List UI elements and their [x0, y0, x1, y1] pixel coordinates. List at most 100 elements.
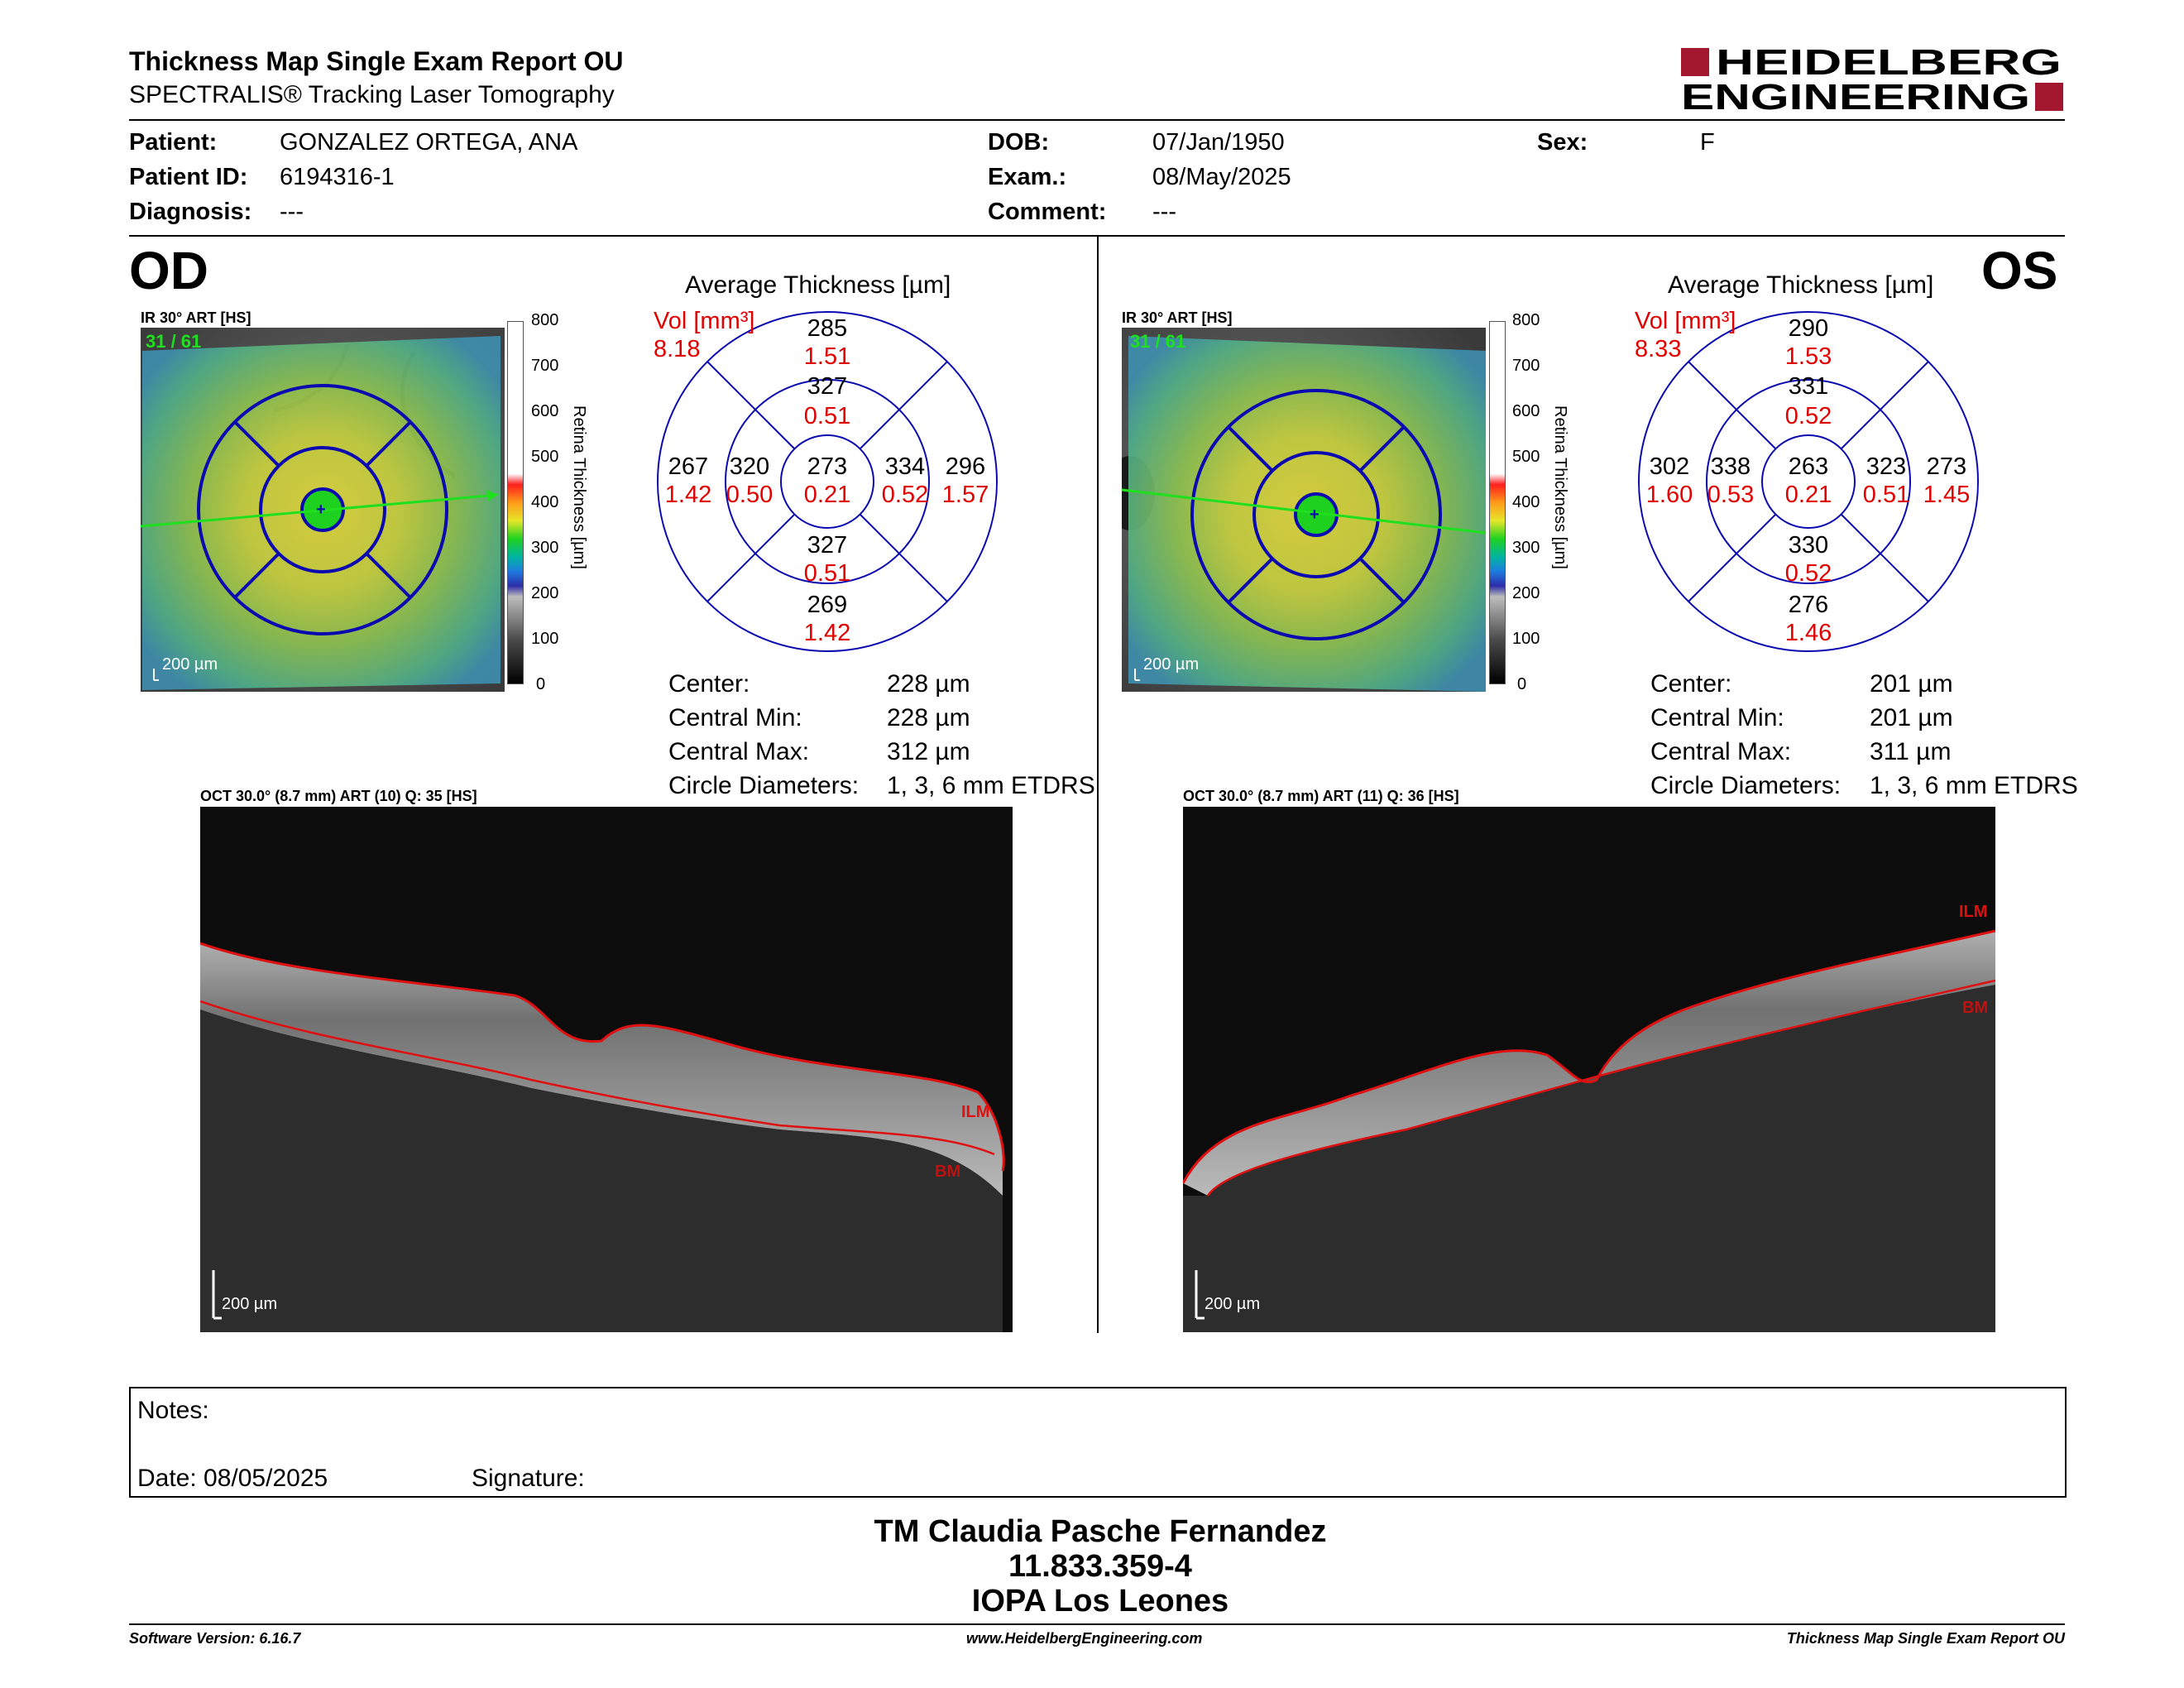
notes-box: Notes: Date: 08/05/2025 Signature:: [129, 1387, 2067, 1498]
os-outer-right-thickness: 273: [1927, 453, 1966, 480]
os-inner-left-thickness: 338: [1711, 453, 1751, 480]
os-outer-inf-thickness: 276: [1789, 592, 1828, 618]
od-min-value: 228 µm: [887, 704, 970, 731]
os-avg-title: Average Thickness [µm]: [1668, 271, 1934, 299]
od-thickness-map: + 31 / 61 200 µm: [141, 328, 505, 692]
footer-software: Software Version: 6.16.7: [129, 1630, 301, 1647]
os-min-value: 201 µm: [1870, 704, 1953, 731]
os-inner-right-volume: 0.51: [1863, 482, 1909, 508]
signature-institution: IOPA Los Leones: [971, 1584, 1229, 1618]
od-inner-left-thickness: 320: [730, 453, 769, 480]
sex-label: Sex:: [1537, 129, 1588, 156]
os-outer-right-volume: 1.45: [1923, 482, 1970, 508]
od-max-value: 312 µm: [887, 738, 970, 765]
od-inner-right-volume: 0.52: [882, 482, 928, 508]
od-inner-sup-volume: 0.51: [804, 403, 850, 429]
od-outer-sup-thickness: 285: [807, 315, 847, 342]
od-eye-label: OD: [129, 241, 208, 300]
notes-label: Notes:: [137, 1397, 209, 1424]
od-etdrs-grid: 285 1.51 327 0.51 273 0.21 320 0.50 334 …: [645, 300, 1009, 664]
os-colorbar: [1489, 321, 1506, 684]
od-inner-inf-volume: 0.51: [804, 560, 850, 587]
os-colorbar-ticks: 800 700 600 500 400 300 200 100 0: [1512, 311, 1540, 693]
od-oct-scale: 200 µm: [222, 1295, 278, 1313]
os-oct-label: OCT 30.0° (8.7 mm) ART (11) Q: 36 [HS]: [1183, 788, 1459, 804]
os-center-value: 201 µm: [1870, 670, 1953, 698]
os-etdrs-grid: 290 1.53 331 0.52 263 0.21 338 0.53 323 …: [1626, 300, 1990, 664]
os-oct-bscan: ILM BM 200 µm: [1183, 807, 1995, 1332]
od-ilm-label: ILM: [961, 1103, 990, 1121]
os-inner-right-thickness: 323: [1866, 453, 1906, 480]
os-inner-inf-volume: 0.52: [1785, 560, 1832, 587]
os-eye-label: OS: [1981, 241, 2058, 300]
patient-name: GONZALEZ ORTEGA, ANA: [280, 129, 578, 156]
footer-divider: [129, 1623, 2065, 1625]
svg-text:+: +: [1310, 506, 1320, 524]
exam-label: Exam.:: [988, 164, 1067, 190]
os-colorbar-label: Retina Thickness [µm]: [1551, 405, 1569, 569]
od-max-label: Central Max:: [668, 738, 810, 765]
od-circle-label: Circle Diameters:: [668, 772, 860, 799]
od-inner-sup-thickness: 327: [807, 373, 847, 400]
os-center-thickness: 263: [1789, 453, 1828, 480]
os-ir-label: IR 30° ART [HS]: [1122, 309, 1233, 326]
od-outer-inf-thickness: 269: [807, 592, 847, 618]
heidelberg-logo: HEIDELBERG ENGINEERING: [1679, 42, 2064, 119]
os-outer-left-thickness: 302: [1650, 453, 1689, 480]
os-max-value: 311 µm: [1870, 738, 1952, 765]
diagnosis-value: ---: [280, 199, 304, 225]
svg-text:HEIDELBERG: HEIDELBERG: [1716, 45, 2062, 83]
os-min-label: Central Min:: [1650, 704, 1784, 731]
os-inner-sup-thickness: 331: [1789, 373, 1828, 400]
od-inner-right-thickness: 334: [885, 453, 925, 480]
report-title: Thickness Map Single Exam Report OU: [129, 46, 624, 76]
od-min-label: Central Min:: [668, 704, 802, 731]
os-thickness-map: + 31 / 61 200 µm: [1122, 328, 1486, 692]
os-frame-counter: 31 / 61: [1130, 331, 1186, 352]
patient-divider: [129, 235, 2065, 237]
diagnosis-label: Diagnosis:: [129, 199, 252, 225]
dob-value: 07/Jan/1950: [1152, 129, 1285, 156]
od-bm-label: BM: [935, 1163, 961, 1181]
od-outer-right-thickness: 296: [946, 453, 985, 480]
od-outer-sup-volume: 1.51: [804, 343, 850, 370]
od-circle-value: 1, 3, 6 mm ETDRS: [887, 772, 1095, 799]
comment-label: Comment:: [988, 199, 1107, 225]
os-vol-label: Vol [mm³]: [1635, 308, 1736, 334]
od-colorbar-label: Retina Thickness [µm]: [570, 405, 588, 569]
od-outer-right-volume: 1.57: [942, 482, 989, 508]
os-outer-left-volume: 1.60: [1646, 482, 1693, 508]
footer-website[interactable]: www.HeidelbergEngineering.com: [966, 1630, 1203, 1647]
od-center-value: 228 µm: [887, 670, 970, 698]
patient-id-label: Patient ID:: [129, 164, 248, 190]
od-ir-label: IR 30° ART [HS]: [141, 309, 251, 326]
od-vol-label: Vol [mm³]: [654, 308, 755, 334]
os-inner-left-volume: 0.53: [1707, 482, 1754, 508]
os-oct-scale: 200 µm: [1205, 1295, 1261, 1313]
footer-report-name: Thickness Map Single Exam Report OU: [1786, 1630, 2065, 1647]
od-inner-inf-thickness: 327: [807, 532, 847, 559]
os-bm-label: BM: [1962, 999, 1989, 1017]
report-subtitle: SPECTRALIS® Tracking Laser Tomography: [129, 81, 615, 108]
os-inner-inf-thickness: 330: [1789, 532, 1828, 559]
notes-date: Date: 08/05/2025: [137, 1465, 328, 1492]
svg-text:+: +: [316, 501, 326, 519]
od-avg-title: Average Thickness [µm]: [685, 271, 951, 299]
od-oct-bscan: ILM BM 200 µm: [200, 807, 1013, 1332]
os-vol-total: 8.33: [1635, 336, 1682, 362]
eye-divider: [1097, 237, 1099, 1333]
header-divider: [129, 119, 2065, 121]
od-center-label: Center:: [668, 670, 750, 698]
dob-label: DOB:: [988, 129, 1050, 156]
os-max-label: Central Max:: [1650, 738, 1792, 765]
os-outer-sup-volume: 1.53: [1785, 343, 1832, 370]
patient-id-value: 6194316-1: [280, 164, 395, 190]
sex-value: F: [1700, 129, 1715, 156]
comment-value: ---: [1152, 199, 1176, 225]
os-outer-sup-thickness: 290: [1789, 315, 1828, 342]
signature-name: TM Claudia Pasche Fernandez: [874, 1514, 1327, 1549]
os-circle-label: Circle Diameters:: [1650, 772, 1842, 799]
od-outer-inf-volume: 1.42: [804, 620, 850, 646]
od-oct-label: OCT 30.0° (8.7 mm) ART (10) Q: 35 [HS]: [200, 788, 477, 804]
od-map-scale: 200 µm: [162, 655, 218, 674]
